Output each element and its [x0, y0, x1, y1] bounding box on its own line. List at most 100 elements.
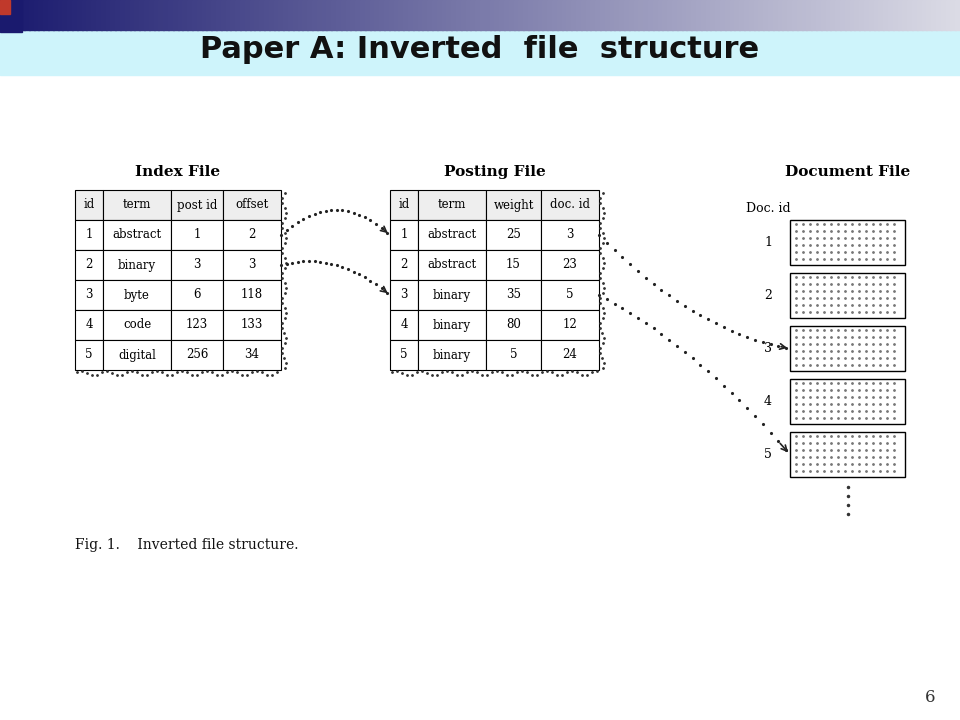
Bar: [541, 250, 599, 280]
Bar: [590, 0, 596, 30]
Bar: [390, 340, 418, 370]
Bar: [888, 0, 894, 30]
Bar: [533, 0, 539, 30]
Bar: [470, 0, 476, 30]
Bar: [370, 0, 375, 30]
Bar: [58, 0, 63, 30]
Bar: [139, 0, 145, 30]
Bar: [390, 250, 418, 280]
Text: 6: 6: [924, 690, 935, 706]
Bar: [53, 0, 59, 30]
Bar: [605, 0, 611, 30]
Bar: [82, 0, 87, 30]
Bar: [390, 190, 418, 220]
Bar: [486, 340, 541, 370]
Bar: [773, 0, 779, 30]
Text: 23: 23: [563, 258, 577, 271]
Bar: [437, 0, 443, 30]
Bar: [912, 0, 918, 30]
Bar: [486, 220, 541, 250]
Bar: [144, 0, 150, 30]
Text: post id: post id: [177, 199, 217, 212]
Bar: [75, 190, 103, 220]
Text: binary: binary: [433, 348, 471, 361]
Bar: [182, 0, 188, 30]
Bar: [96, 0, 102, 30]
Bar: [701, 0, 707, 30]
Bar: [826, 0, 831, 30]
Bar: [75, 250, 103, 280]
Bar: [787, 0, 793, 30]
Bar: [110, 0, 116, 30]
Bar: [245, 0, 251, 30]
Bar: [418, 310, 486, 340]
Bar: [38, 0, 44, 30]
Bar: [922, 0, 927, 30]
Bar: [883, 0, 889, 30]
Bar: [103, 340, 171, 370]
Text: 1: 1: [400, 228, 408, 241]
Bar: [768, 0, 774, 30]
Bar: [864, 0, 870, 30]
Bar: [75, 310, 103, 340]
Bar: [91, 0, 97, 30]
Bar: [878, 0, 884, 30]
Text: 80: 80: [506, 318, 521, 331]
Bar: [643, 0, 649, 30]
Text: abstract: abstract: [427, 258, 476, 271]
Text: digital: digital: [118, 348, 156, 361]
Bar: [926, 0, 932, 30]
Bar: [542, 0, 548, 30]
Bar: [648, 0, 654, 30]
Bar: [667, 0, 673, 30]
Bar: [67, 0, 73, 30]
Bar: [288, 0, 294, 30]
Bar: [360, 0, 366, 30]
Bar: [541, 340, 599, 370]
Bar: [638, 0, 644, 30]
Text: 25: 25: [506, 228, 521, 241]
Bar: [211, 0, 217, 30]
Bar: [494, 0, 500, 30]
Text: 6: 6: [193, 289, 201, 302]
Bar: [629, 0, 635, 30]
Bar: [226, 0, 231, 30]
Bar: [202, 0, 207, 30]
Bar: [103, 190, 171, 220]
Bar: [125, 0, 131, 30]
Bar: [115, 0, 121, 30]
Bar: [103, 280, 171, 310]
Text: term: term: [438, 199, 467, 212]
Bar: [269, 0, 275, 30]
Bar: [394, 0, 399, 30]
Bar: [178, 0, 183, 30]
Bar: [941, 0, 947, 30]
Bar: [758, 0, 764, 30]
Text: Index File: Index File: [135, 165, 221, 179]
Bar: [106, 0, 111, 30]
Bar: [75, 280, 103, 310]
Text: 4: 4: [764, 395, 772, 408]
Bar: [163, 0, 169, 30]
Bar: [547, 0, 553, 30]
Bar: [859, 0, 865, 30]
Bar: [171, 280, 223, 310]
Bar: [103, 220, 171, 250]
Bar: [854, 0, 860, 30]
Text: 3: 3: [566, 228, 574, 241]
Text: id: id: [84, 199, 95, 212]
Bar: [790, 326, 905, 371]
Bar: [782, 0, 788, 30]
Bar: [658, 0, 663, 30]
Bar: [715, 0, 721, 30]
Bar: [365, 0, 371, 30]
Bar: [14, 0, 20, 30]
Bar: [187, 0, 193, 30]
Bar: [422, 0, 428, 30]
Text: Fig. 1.    Inverted file structure.: Fig. 1. Inverted file structure.: [75, 538, 299, 552]
Text: offset: offset: [235, 199, 269, 212]
Bar: [322, 0, 327, 30]
Bar: [75, 220, 103, 250]
Bar: [62, 0, 68, 30]
Bar: [802, 0, 807, 30]
